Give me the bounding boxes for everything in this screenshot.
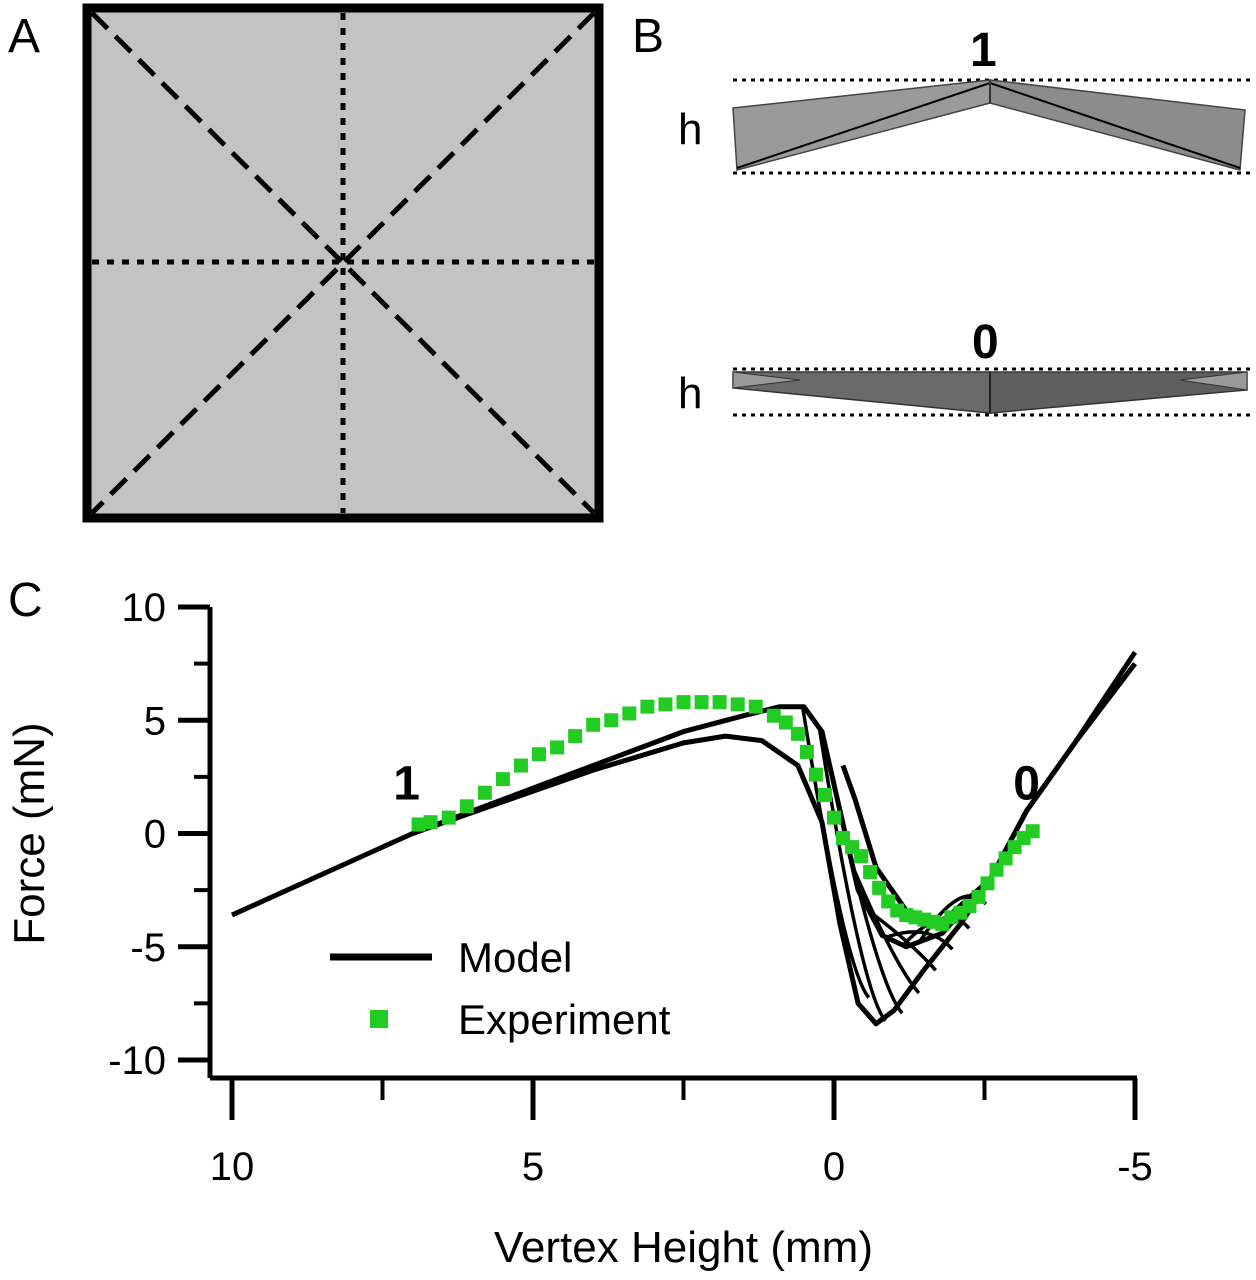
experiment-point [989,862,1004,877]
experiment-point [1025,824,1040,839]
experiment-point [586,717,601,732]
experiment-point [694,695,709,710]
experiment-point [817,787,832,802]
experiment-point [730,697,745,712]
panel-a-letter: A [8,10,40,63]
y-axis-title: Force (mN) [5,722,54,944]
experiment-point [441,810,456,825]
y-tick-label: 0 [144,813,166,857]
x-axis-title: Vertex Height (mm) [494,1223,873,1272]
legend-model-label: Model [458,934,572,981]
experiment-point [676,695,691,710]
experiment-point [854,849,869,864]
experiment-point [971,889,986,904]
legend-experiment-swatch [370,1010,388,1028]
state-annotation: 0 [1013,758,1040,811]
diagonal-fold-1 [90,11,596,515]
experiment-point [712,695,727,710]
legend-experiment-label: Experiment [458,996,671,1043]
experiment-point [477,785,492,800]
x-tick-label: 0 [823,1145,845,1189]
experiment-point [872,880,887,895]
experiment-point [550,740,565,755]
crease-right-raised [989,82,1241,169]
x-tick-label: 10 [210,1145,255,1189]
height-symbol-1: h [678,105,702,154]
experiment-point [778,715,793,730]
crease-left-raised [736,82,991,169]
experiment-point [459,799,474,814]
panel-b: B 1 h 0 h [632,10,1250,418]
model-curve [230,662,1137,1027]
y-tick-label: 10 [122,586,167,630]
experiment-point [998,851,1013,866]
experiment-point [808,767,823,782]
x-tick-label: 5 [522,1145,544,1189]
left-edge-facet-flat [732,371,801,389]
experiment-point [748,699,763,714]
right-edge-facet-flat [1179,371,1248,391]
experiment-point [640,699,655,714]
state-annotation: 1 [393,758,420,811]
experiment-point [658,697,673,712]
y-tick-label: -10 [108,1039,166,1083]
panel-b-letter: B [632,10,664,63]
state-label-0: 0 [972,316,999,369]
experiment-point [495,772,510,787]
experiment-point [799,744,814,759]
x-tick-label: -5 [1117,1145,1153,1189]
experiment-point [532,747,547,762]
experiment-point [622,706,637,721]
experiment-point [766,708,781,723]
diagonal-fold-2 [90,11,596,515]
experiment-point [863,865,878,880]
experiment-point [790,726,805,741]
experiment-point [568,729,583,744]
experiment-point [980,876,995,891]
experiment-point [604,713,619,728]
experiment-point [513,758,528,773]
experiment-point [827,810,841,825]
experiment-point [423,815,438,830]
height-symbol-0: h [678,369,702,418]
panel-a: A [8,3,604,523]
state-label-1: 1 [970,24,997,77]
experiment-point [411,817,426,832]
panel-c-letter: C [8,574,43,627]
y-tick-label: 5 [144,699,166,743]
model-intermediate-curve [851,865,921,995]
y-tick-label: -5 [130,926,166,970]
